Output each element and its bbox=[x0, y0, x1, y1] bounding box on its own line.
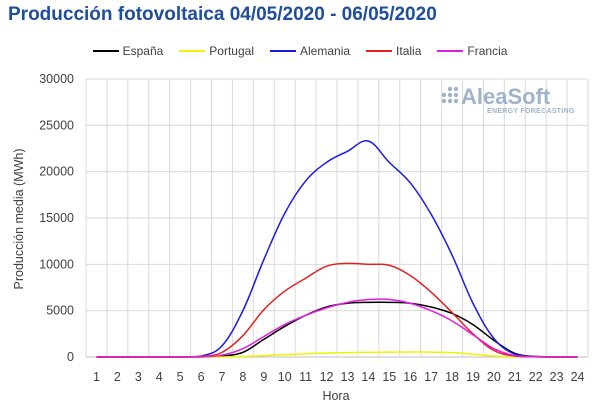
grid-lines bbox=[85, 78, 589, 358]
chart-title: Producción fotovoltaica 04/05/2020 - 06/… bbox=[8, 4, 437, 25]
x-tick-labels: 1 2 3 4 5 6 7 8 9 10 11 12 13 14 15 16 17 18 19 20 21 22 23 24 bbox=[93, 370, 585, 384]
logo-subtext: ENERGY FORECASTING bbox=[487, 108, 575, 115]
legend-item: Portugal bbox=[179, 44, 254, 58]
x-tick-label: 12 bbox=[320, 370, 334, 384]
x-tick-label: 2 bbox=[114, 370, 121, 384]
legend-label: España bbox=[122, 44, 164, 58]
y-tick-label: 25000 bbox=[39, 118, 74, 132]
legend-item: Italia bbox=[366, 44, 421, 58]
chart-legend: España Portugal Alemania Italia Francia bbox=[0, 44, 600, 58]
x-tick-label: 15 bbox=[382, 370, 396, 384]
legend-label: Alemania bbox=[300, 44, 351, 58]
x-tick-label: 22 bbox=[529, 370, 543, 384]
x-tick-label: 10 bbox=[278, 370, 292, 384]
x-tick-label: 7 bbox=[218, 370, 225, 384]
y-tick-label: 30000 bbox=[39, 72, 74, 86]
y-tick-label: 15000 bbox=[39, 211, 74, 225]
legend-swatch bbox=[92, 50, 119, 52]
x-tick-label: 3 bbox=[135, 370, 142, 384]
y-tick-labels: 0 5000 10000 15000 20000 25000 30000 bbox=[39, 72, 74, 364]
y-tick-label: 0 bbox=[67, 350, 74, 364]
legend-item: España bbox=[92, 44, 164, 58]
x-axis-label: Hora bbox=[322, 389, 349, 403]
x-tick-label: 14 bbox=[361, 370, 375, 384]
x-tick-label: 8 bbox=[239, 370, 246, 384]
x-tick-label: 9 bbox=[260, 370, 267, 384]
legend-swatch bbox=[366, 50, 393, 52]
logo-text: AleaSoft bbox=[461, 84, 551, 109]
x-tick-label: 23 bbox=[550, 370, 564, 384]
x-tick-label: 19 bbox=[466, 370, 480, 384]
legend-swatch bbox=[437, 50, 464, 52]
aleasoft-logo: AleaSoft ENERGY FORECASTING bbox=[441, 84, 575, 115]
legend-swatch bbox=[270, 50, 296, 52]
legend-item: Francia bbox=[437, 44, 507, 58]
y-tick-label: 20000 bbox=[39, 165, 74, 179]
x-tick-label: 17 bbox=[424, 370, 438, 384]
legend-item: Alemania bbox=[270, 44, 350, 58]
x-tick-label: 18 bbox=[445, 370, 459, 384]
series-line bbox=[96, 298, 578, 358]
x-tick-label: 24 bbox=[571, 370, 585, 384]
legend-label: Italia bbox=[396, 44, 422, 58]
y-axis-label: Producción media (MWh) bbox=[12, 148, 26, 289]
legend-label: Portugal bbox=[209, 44, 254, 58]
x-tick-label: 16 bbox=[403, 370, 417, 384]
x-tick-label: 1 bbox=[93, 370, 100, 384]
x-tick-label: 21 bbox=[508, 370, 522, 384]
legend-swatch bbox=[179, 50, 206, 52]
logo-dots-icon bbox=[441, 86, 459, 104]
legend-label: Francia bbox=[467, 44, 508, 58]
x-tick-label: 6 bbox=[198, 370, 205, 384]
x-tick-label: 20 bbox=[487, 370, 501, 384]
x-tick-label: 11 bbox=[299, 370, 312, 384]
series-lines bbox=[96, 140, 578, 358]
y-tick-label: 5000 bbox=[46, 304, 74, 318]
x-tick-label: 4 bbox=[156, 370, 163, 384]
y-tick-label: 10000 bbox=[39, 257, 74, 271]
x-tick-label: 5 bbox=[177, 370, 184, 384]
x-tick-label: 13 bbox=[341, 370, 355, 384]
